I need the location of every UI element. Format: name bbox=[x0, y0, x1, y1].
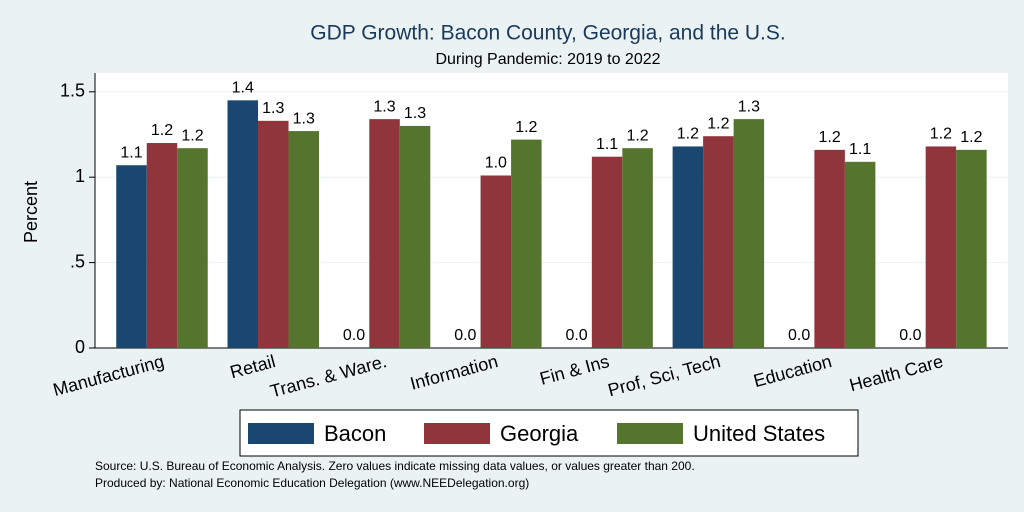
bar bbox=[227, 100, 259, 348]
bar bbox=[116, 165, 147, 348]
legend-swatch bbox=[248, 423, 314, 444]
value-label: 1.1 bbox=[596, 136, 618, 153]
value-label: 0.0 bbox=[565, 327, 587, 344]
legend-swatch bbox=[424, 423, 490, 444]
value-label: 0.0 bbox=[788, 327, 810, 344]
value-label: 1.0 bbox=[485, 155, 507, 172]
bar bbox=[177, 148, 208, 348]
value-label: 1.2 bbox=[181, 127, 203, 144]
bar bbox=[956, 149, 987, 348]
value-label: 1.3 bbox=[404, 105, 426, 122]
value-label: 1.2 bbox=[515, 119, 537, 136]
source-note: Source: U.S. Bureau of Economic Analysis… bbox=[95, 459, 695, 473]
value-label: 1.2 bbox=[151, 122, 173, 139]
bar bbox=[146, 143, 178, 348]
value-label: 1.3 bbox=[738, 98, 760, 115]
value-label: 1.2 bbox=[819, 129, 841, 146]
bar bbox=[480, 175, 512, 348]
value-label: 1.1 bbox=[849, 141, 871, 158]
bar bbox=[703, 136, 734, 348]
legend bbox=[239, 409, 859, 457]
bar bbox=[844, 161, 876, 348]
bar bbox=[511, 139, 542, 348]
produced-note: Produced by: National Economic Education… bbox=[95, 476, 529, 490]
value-label: 1.3 bbox=[293, 110, 315, 127]
y-axis-label: Percent bbox=[21, 181, 41, 243]
legend-swatch bbox=[617, 423, 683, 444]
value-label: 0.0 bbox=[899, 327, 921, 344]
bar bbox=[622, 148, 653, 348]
bar bbox=[591, 156, 623, 348]
y-tick-label: 0 bbox=[75, 337, 85, 357]
chart-subtitle: During Pandemic: 2019 to 2022 bbox=[435, 51, 660, 68]
value-label: 1.1 bbox=[120, 144, 142, 161]
value-label: 1.3 bbox=[262, 100, 284, 117]
value-label: 1.2 bbox=[960, 129, 982, 146]
chart-title: GDP Growth: Bacon County, Georgia, and t… bbox=[310, 22, 785, 45]
value-label: 1.2 bbox=[677, 126, 699, 143]
y-tick-label: 1.5 bbox=[60, 81, 85, 101]
bar bbox=[288, 131, 320, 348]
bar bbox=[925, 146, 957, 348]
y-tick-label: .5 bbox=[70, 251, 85, 271]
value-label: 1.2 bbox=[707, 115, 729, 132]
legend-label: United States bbox=[693, 421, 825, 446]
bar bbox=[672, 146, 704, 348]
bar bbox=[369, 119, 400, 348]
value-label: 1.4 bbox=[232, 80, 254, 97]
value-label: 1.2 bbox=[626, 127, 648, 144]
value-label: 0.0 bbox=[454, 327, 476, 344]
bar bbox=[258, 120, 289, 349]
bar bbox=[399, 125, 431, 348]
legend-label: Bacon bbox=[324, 421, 386, 446]
value-label: 1.3 bbox=[373, 98, 395, 115]
y-tick-label: 1 bbox=[75, 166, 85, 186]
value-label: 1.2 bbox=[930, 126, 952, 143]
value-label: 0.0 bbox=[343, 327, 365, 344]
bar bbox=[733, 119, 765, 348]
legend-label: Georgia bbox=[500, 421, 579, 446]
bar bbox=[814, 149, 845, 348]
